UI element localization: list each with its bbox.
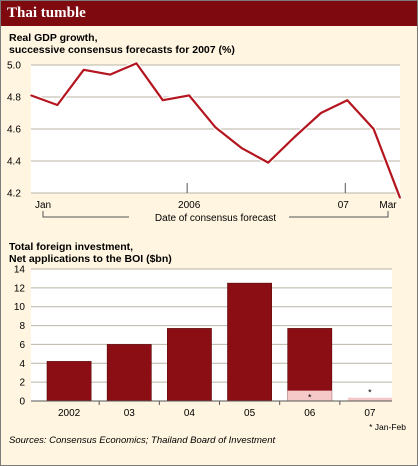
panel-title: Thai tumble bbox=[1, 1, 417, 26]
gdp-x-tick-label: Jan bbox=[35, 200, 51, 211]
gdp-y-tick-label: 4.6 bbox=[7, 125, 21, 136]
gdp-data-point bbox=[293, 136, 296, 138]
gdp-x-tick-label: 07 bbox=[338, 200, 350, 211]
gdp-data-point bbox=[399, 197, 401, 199]
investment-chart-title: Total foreign investment, Net applicatio… bbox=[9, 241, 172, 265]
gdp-data-point bbox=[241, 147, 243, 149]
gdp-y-tick-label: 4.8 bbox=[7, 93, 21, 104]
investment-x-tick-label: 2002 bbox=[58, 408, 81, 419]
investment-y-tick-label: 12 bbox=[14, 283, 26, 294]
gdp-data-point bbox=[135, 62, 138, 65]
gdp-data-point bbox=[267, 161, 270, 164]
jan-feb-marker: * bbox=[308, 393, 312, 403]
investment-y-tick-label: 14 bbox=[14, 265, 26, 276]
gdp-line-chart: 5.0 4.8 4.6 4.4 4.2 Jan 2006 07 Mar Date of conse… bbox=[7, 61, 403, 224]
gdp-chart-title: Real GDP growth, successive consensus fo… bbox=[9, 32, 235, 56]
investment-x-tick-label: 04 bbox=[184, 408, 196, 419]
gdp-data-point bbox=[346, 99, 349, 101]
gdp-data-point bbox=[109, 73, 111, 76]
gdp-data-point bbox=[161, 99, 164, 101]
investment-jan-feb-bar bbox=[347, 397, 392, 401]
gdp-data-point bbox=[372, 128, 375, 130]
investment-y-tick-label: 4 bbox=[19, 359, 25, 370]
gdp-y-tick-label: 5.0 bbox=[7, 61, 21, 72]
investment-bar bbox=[106, 344, 152, 402]
investment-bar bbox=[46, 361, 92, 402]
gdp-x-tick-label: Mar bbox=[379, 200, 397, 211]
investment-y-tick-label: 2 bbox=[19, 378, 25, 389]
investment-x-tick-label: 05 bbox=[244, 408, 256, 419]
source-note: Sources: Consensus Economics; Thailand B… bbox=[9, 435, 276, 446]
gdp-x-axis-label: Date of consensus forecast bbox=[155, 213, 276, 224]
gdp-y-tick-label: 4.2 bbox=[7, 189, 21, 200]
gdp-data-point bbox=[320, 112, 322, 114]
gdp-data-point bbox=[82, 69, 85, 71]
investment-y-tick-label: 6 bbox=[19, 340, 25, 351]
investment-x-tick-label: 06 bbox=[304, 408, 316, 419]
jan-feb-marker: * bbox=[368, 388, 372, 398]
gdp-x-tick-label: 2006 bbox=[178, 200, 201, 211]
gdp-y-tick-label: 4.4 bbox=[7, 157, 21, 168]
investment-bar bbox=[167, 328, 212, 402]
investment-y-tick-label: 8 bbox=[19, 321, 25, 332]
gdp-data-point bbox=[188, 94, 190, 97]
investment-y-tick-label: 0 bbox=[19, 397, 25, 408]
gdp-data-point bbox=[56, 104, 59, 106]
gdp-x-axis-label-bg bbox=[129, 210, 289, 224]
jan-feb-note: * Jan-Feb bbox=[369, 422, 406, 432]
investment-bar bbox=[287, 328, 333, 402]
investment-jan-feb-bar bbox=[287, 390, 332, 401]
investment-x-tick-label: 03 bbox=[124, 408, 136, 419]
gdp-data-point bbox=[214, 126, 217, 129]
investment-bar bbox=[227, 282, 272, 402]
gdp-data-point bbox=[30, 94, 32, 97]
investment-y-tick-label: 10 bbox=[14, 302, 26, 313]
investment-x-tick-label: 07 bbox=[364, 408, 376, 419]
